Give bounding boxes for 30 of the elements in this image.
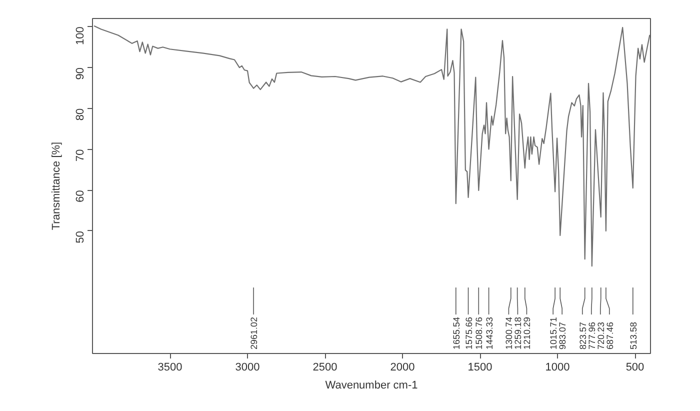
annotation: 720.23 xyxy=(596,322,606,350)
annotation: 777.96 xyxy=(586,322,597,350)
x-tick-label: 3000 xyxy=(235,362,260,374)
y-tick-label: 80 xyxy=(74,108,86,121)
y-axis-title: Transmittance [%] xyxy=(50,142,62,230)
annotation: 1655.54 xyxy=(451,316,462,350)
x-tick-label: 1000 xyxy=(545,362,570,374)
annotation: 1443.33 xyxy=(484,316,494,350)
x-axis-title: Wavenumber cm-1 xyxy=(325,380,418,392)
annotation: 513.58 xyxy=(628,322,638,350)
annotation: 1508.76 xyxy=(474,316,484,350)
x-tick-label: 500 xyxy=(626,362,644,374)
annotation: 1015.71 xyxy=(548,316,559,350)
annotation: 2961.02 xyxy=(249,316,260,350)
y-tick-label: 70 xyxy=(74,149,86,162)
x-tick-label: 2000 xyxy=(390,362,415,374)
annotation: 687.46 xyxy=(604,322,615,350)
annotation: 1575.66 xyxy=(464,316,474,350)
annotation: 823.57 xyxy=(578,322,588,350)
x-tick-label: 2500 xyxy=(312,362,338,374)
annotation: 983.07 xyxy=(558,322,568,350)
annotation: 1210.29 xyxy=(522,316,532,350)
y-tick-label: 100 xyxy=(74,26,86,46)
annotation: 1300.74 xyxy=(504,316,514,350)
y-tick-label: 90 xyxy=(74,68,86,80)
x-tick-label: 3500 xyxy=(158,362,182,374)
x-tick-label: 1500 xyxy=(468,362,492,374)
annotation: 1259.18 xyxy=(513,316,524,350)
y-tick-label: 60 xyxy=(74,190,86,202)
y-tick-label: 50 xyxy=(74,230,86,244)
